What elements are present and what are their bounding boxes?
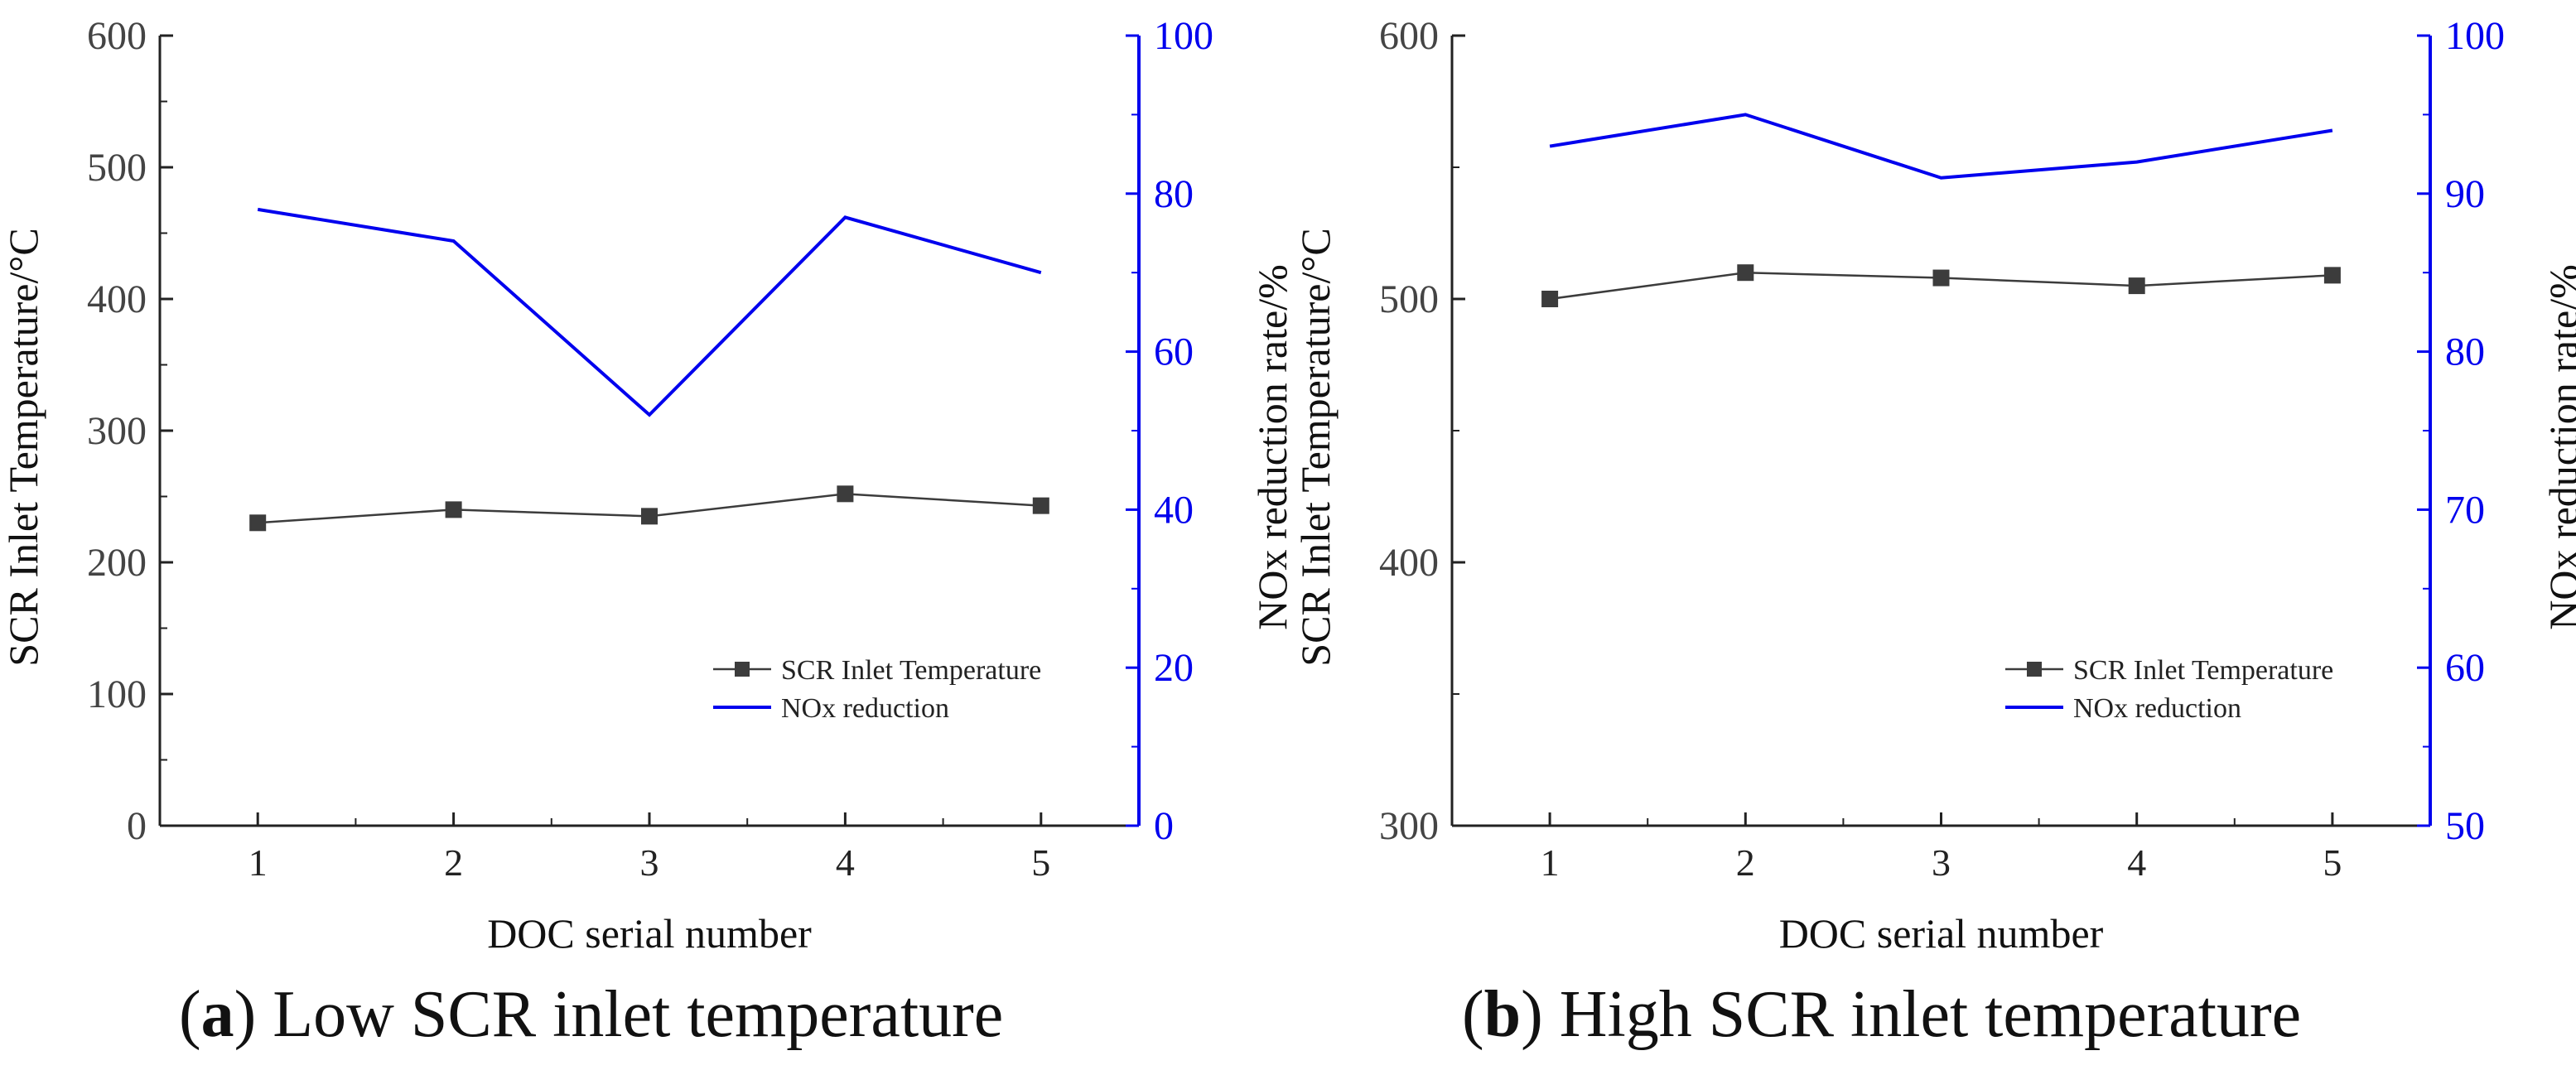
left-tick-label: 300 xyxy=(87,409,147,453)
right-tick-label: 0 xyxy=(1154,804,1174,848)
x-tick-label: 1 xyxy=(248,841,268,884)
caption-a: (a) Low SCR inlet temperature xyxy=(179,978,1004,1051)
right-tick-label: 60 xyxy=(2445,646,2485,690)
left-tick-label: 200 xyxy=(87,541,147,585)
y2-axis-title: NOx reduction rate/% xyxy=(1249,264,1295,630)
nox-line xyxy=(257,207,1042,417)
x-tick-label: 4 xyxy=(2127,841,2146,884)
left-tick-label: 400 xyxy=(87,277,147,321)
left-tick-label: 100 xyxy=(87,672,147,716)
x-tick-label: 2 xyxy=(1736,841,1755,884)
legend-label: SCR Inlet Temperature xyxy=(781,655,1041,686)
y-axis-title: SCR Inlet Temperature/°C xyxy=(1292,228,1339,666)
temperature-point xyxy=(445,501,462,518)
right-tick-label: 40 xyxy=(1154,488,1194,532)
left-tick-label: 500 xyxy=(1379,277,1439,321)
caption-b: (b) High SCR inlet temperature xyxy=(1462,978,2302,1051)
right-tick-label: 60 xyxy=(1154,330,1194,374)
legend-marker xyxy=(2027,662,2042,677)
right-tick-label: 80 xyxy=(2445,330,2485,374)
x-tick-label: 3 xyxy=(640,841,659,884)
chart-a: 0 100 200 300 400 500 600 0 20 40 60 80 100 1 2 3 4 5 DOC … xyxy=(0,14,1295,957)
x-axis-title: DOC serial number xyxy=(1779,910,2104,957)
temperature-point xyxy=(249,514,267,532)
x-tick-label: 5 xyxy=(2323,841,2342,884)
right-tick-label: 70 xyxy=(2445,488,2485,532)
legend-label: SCR Inlet Temperature xyxy=(2073,655,2333,686)
right-tick-label: 80 xyxy=(1154,172,1194,216)
temperature-point xyxy=(1541,291,1559,307)
x-tick-label: 3 xyxy=(1932,841,1951,884)
temperature-point xyxy=(1737,264,1754,282)
chart-b: 300 400 500 600 50 60 70 80 90 100 1 2 3 4 5 DOC serial… xyxy=(1292,14,2576,957)
left-tick-label: 300 xyxy=(1379,804,1439,848)
left-tick-label: 600 xyxy=(87,14,147,58)
y-axis-title: SCR Inlet Temperature/°C xyxy=(0,228,46,666)
temperature-point xyxy=(641,508,658,525)
temperature-point xyxy=(837,485,854,503)
legend-marker xyxy=(735,662,750,677)
left-tick-label: 400 xyxy=(1379,541,1439,585)
left-tick-label: 500 xyxy=(87,146,147,190)
legend-label: NOx reduction xyxy=(781,693,949,724)
x-tick-label: 5 xyxy=(1031,841,1050,884)
legend-label: NOx reduction xyxy=(2073,693,2241,724)
temperature-point xyxy=(1032,497,1049,514)
right-tick-label: 100 xyxy=(2445,14,2505,58)
x-tick-label: 1 xyxy=(1541,841,1560,884)
temperature-point xyxy=(1932,269,1950,287)
temperature-point xyxy=(2323,267,2341,284)
temperature-point xyxy=(2128,277,2145,295)
right-tick-label: 90 xyxy=(2445,172,2485,216)
right-tick-label: 50 xyxy=(2445,804,2485,848)
left-tick-label: 0 xyxy=(127,804,147,848)
right-tick-label: 100 xyxy=(1154,14,1213,58)
nox-line xyxy=(1549,113,2333,180)
y2-axis-title: NOx reduction rate/% xyxy=(2540,264,2576,630)
x-tick-label: 4 xyxy=(836,841,855,884)
x-tick-label: 2 xyxy=(444,841,463,884)
x-axis-title: DOC serial number xyxy=(487,910,812,957)
left-tick-label: 600 xyxy=(1379,14,1439,58)
right-tick-label: 20 xyxy=(1154,646,1194,690)
